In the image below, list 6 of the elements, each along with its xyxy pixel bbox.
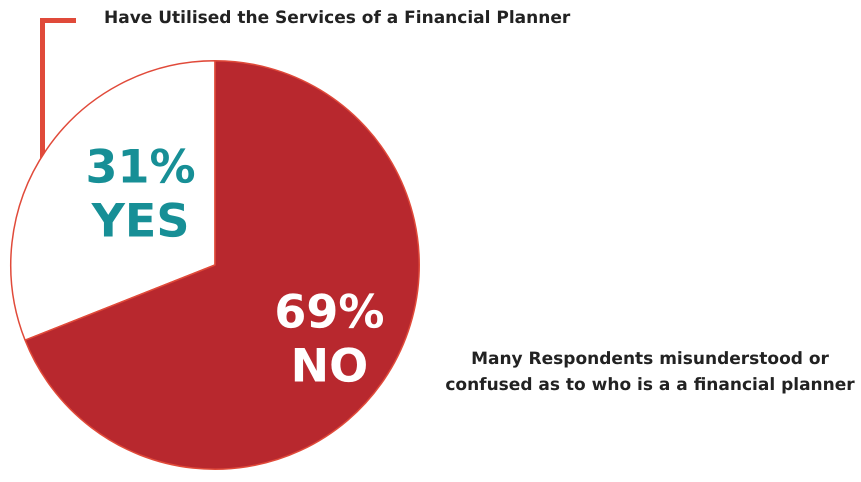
slice-label: YES	[90, 194, 190, 248]
data-label: 31%	[85, 140, 196, 194]
chart-title: Have Utilised the Services of a Financial Planner	[104, 8, 570, 28]
data-label: 69%	[274, 284, 385, 338]
slice-label: NO	[290, 338, 368, 392]
text: Many Respondents misunderstood or confused as to who is a a financial planner	[444, 348, 856, 398]
